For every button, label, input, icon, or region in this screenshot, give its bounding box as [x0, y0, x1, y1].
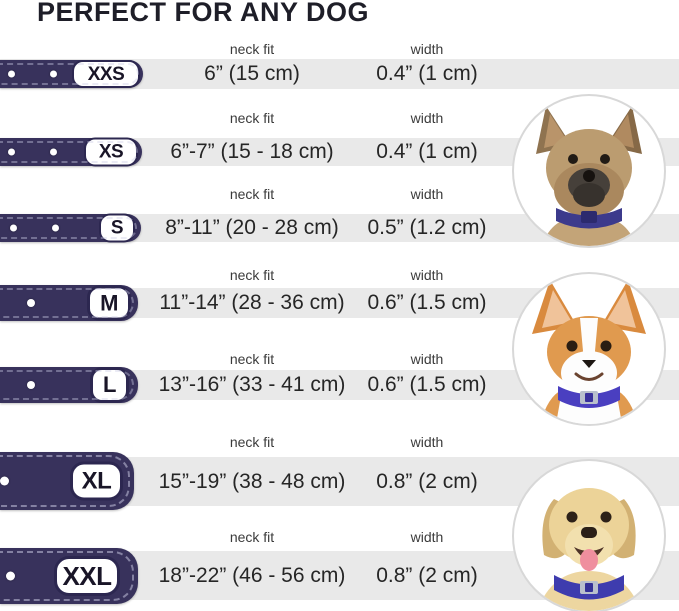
rivet-hole [6, 571, 15, 581]
rivet-hole [8, 148, 15, 156]
dog-photo-labrador [512, 459, 666, 611]
width-value: 0.5” (1.2 cm) [367, 216, 487, 239]
width-value: 0.6” (1.5 cm) [367, 291, 487, 314]
collar-strap: M [0, 285, 138, 321]
collar-strap: XXL [0, 548, 138, 604]
neck-fit-column-label: neck fit [229, 110, 275, 126]
neck-fit-value: 15”-19” (38 - 48 cm) [158, 469, 346, 493]
collar-strap: XS [0, 137, 142, 167]
width-value: 0.4” (1 cm) [376, 62, 478, 85]
neck-fit-value: 6”-7” (15 - 18 cm) [170, 140, 334, 163]
corgi-illustration [532, 280, 646, 424]
neck-fit-value: 6” (15 cm) [204, 62, 300, 85]
size-tag: S [99, 213, 135, 243]
width-value: 0.6” (1.5 cm) [367, 373, 487, 396]
rivet-hole [27, 299, 35, 307]
width-column-label: width [410, 529, 444, 545]
width-value: 0.8” (2 cm) [376, 469, 478, 493]
neck-fit-value: 8”-11” (20 - 28 cm) [165, 216, 339, 239]
neck-fit-value: 18”-22” (46 - 56 cm) [158, 563, 346, 587]
size-tag: XS [84, 137, 138, 167]
neck-fit-column-label: neck fit [229, 529, 275, 545]
rivet-hole [50, 148, 57, 156]
neck-fit-column-label: neck fit [229, 434, 275, 450]
rivet-hole [27, 381, 35, 389]
collar-strap: XL [0, 452, 134, 510]
rivet-hole [8, 70, 15, 78]
width-column-label: width [410, 434, 444, 450]
neck-fit-value: 13”-16” (33 - 41 cm) [158, 373, 346, 396]
rivet-hole [10, 224, 17, 232]
neck-fit-value: 11”-14” (28 - 36 cm) [159, 291, 345, 314]
neck-fit-column-label: neck fit [229, 186, 275, 202]
dog-photo-terrier [512, 94, 666, 248]
size-tag: XXS [72, 60, 140, 88]
collar-strap: L [0, 367, 138, 403]
size-tag: XXL [54, 556, 120, 596]
terrier-illustration [536, 106, 642, 246]
dog-photo-corgi [512, 272, 666, 426]
neck-fit-column-label: neck fit [229, 41, 275, 57]
width-value: 0.8” (2 cm) [376, 563, 478, 587]
rivet-hole [50, 70, 57, 78]
size-tag: M [87, 285, 131, 321]
size-tag: L [90, 367, 129, 403]
neck-fit-column-label: neck fit [229, 267, 275, 283]
rivet-hole [0, 476, 9, 486]
width-value: 0.4” (1 cm) [376, 140, 478, 163]
width-column-label: width [410, 186, 444, 202]
labrador-illustration [537, 488, 641, 611]
page-title: PERFECT FOR ANY DOG [37, 0, 370, 27]
width-column-label: width [410, 110, 444, 126]
width-column-label: width [410, 351, 444, 367]
collar-strap: XXS [0, 60, 143, 88]
width-column-label: width [410, 267, 444, 283]
size-tag: XL [70, 461, 123, 501]
width-column-label: width [410, 41, 444, 57]
collar-strap: S [0, 213, 141, 243]
rivet-hole [52, 224, 59, 232]
neck-fit-column-label: neck fit [229, 351, 275, 367]
